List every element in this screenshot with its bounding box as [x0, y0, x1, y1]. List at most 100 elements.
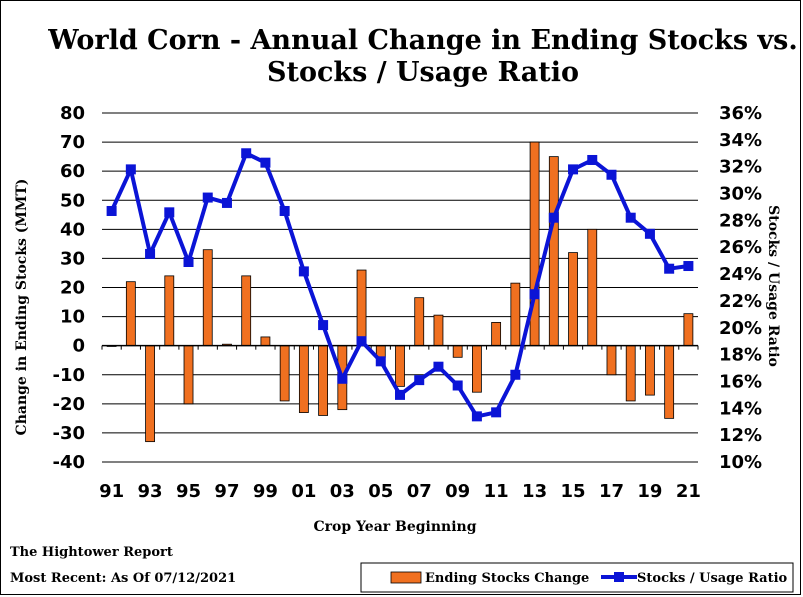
y-tick-right: 30%: [719, 184, 762, 205]
x-tick-label: 07: [407, 481, 432, 502]
line-marker-96: [202, 192, 213, 203]
y-tick-left: -20: [52, 394, 85, 415]
legend: Ending Stocks Change Stocks / Usage Rati…: [360, 562, 794, 593]
y-tick-right: 22%: [719, 291, 762, 312]
y-tick-right: 26%: [719, 237, 762, 258]
x-axis-ticks: 91 93 95 97 99 01 03 05 07 09 11 13 15 17 19 21: [99, 481, 701, 502]
legend-bar-swatch: [390, 571, 422, 584]
line-marker-16: [587, 154, 598, 165]
legend-box: [360, 562, 794, 593]
line-marker-17: [606, 169, 617, 180]
y-tick-left: 70: [60, 132, 85, 153]
x-tick-label: 13: [522, 481, 547, 502]
y-tick-right: 20%: [719, 318, 762, 339]
line-marker-12: [510, 369, 521, 380]
line-marker-06: [395, 389, 405, 400]
line-marker-13: [529, 289, 540, 300]
bar-95: [183, 345, 194, 405]
line-marker-20: [664, 263, 675, 274]
x-tick-label: 01: [291, 481, 316, 502]
y-tick-right: 10%: [719, 452, 762, 473]
bar-18: [625, 345, 636, 402]
legend-bar-label: Ending Stocks Change: [425, 571, 589, 586]
line-marker-11: [491, 407, 502, 418]
bar-96: [202, 249, 213, 347]
bar-21: [683, 313, 694, 347]
y-tick-right: 16%: [719, 371, 762, 392]
line-marker-98: [241, 148, 252, 159]
line-marker-93: [145, 248, 156, 259]
y-tick-left: -10: [52, 365, 85, 386]
x-tick-label: 15: [561, 481, 586, 502]
line-marker-21: [683, 261, 694, 272]
y-tick-right: 28%: [719, 210, 762, 231]
x-tick-label: 95: [176, 481, 201, 502]
x-tick-label: 21: [676, 481, 701, 502]
line-series: [106, 148, 694, 422]
bar-11: [491, 321, 502, 347]
chart-title-line2: Stocks / Usage Ratio: [267, 57, 579, 88]
right-axis-ticks: 36% 34% 32% 30% 28% 26% 24% 22% 20% 18% 16% 14% 12% 1…: [719, 103, 762, 473]
x-axis-label: Crop Year Beginning: [313, 519, 476, 535]
bar-10: [472, 345, 482, 393]
line-marker-10: [471, 411, 482, 422]
y-tick-left: 40: [60, 219, 85, 240]
bar-19: [645, 345, 655, 396]
line-marker-94: [164, 207, 175, 218]
line-marker-00: [279, 205, 290, 216]
bar-14: [548, 156, 559, 347]
line-marker-19: [644, 228, 655, 239]
x-tick-label: 03: [330, 481, 355, 502]
line-marker-02: [318, 320, 329, 331]
bar-15: [568, 252, 578, 347]
x-tick-label: 97: [214, 481, 239, 502]
y-tick-left: 30: [60, 248, 85, 269]
y-axis-label-right: Stocks / Usage Ratio: [765, 205, 781, 367]
x-tick-label: 09: [445, 481, 470, 502]
y-tick-right: 14%: [719, 398, 762, 419]
footer-recent: Most Recent: As Of 07/12/2021: [10, 571, 236, 586]
line-marker-92: [125, 164, 136, 175]
line-marker-07: [414, 375, 425, 386]
line-marker-97: [221, 197, 232, 208]
line-marker-05: [375, 356, 386, 367]
bar-98: [241, 275, 252, 347]
x-tick-label: 05: [368, 481, 393, 502]
bar-99: [260, 336, 271, 347]
bar-04: [356, 269, 367, 347]
y-tick-right: 24%: [719, 264, 762, 285]
x-tick-label: 11: [484, 481, 509, 502]
x-tick-label: 99: [253, 481, 278, 502]
bar-92: [125, 281, 136, 347]
x-tick-label: 91: [99, 481, 124, 502]
line-marker-08: [433, 361, 444, 372]
chart-title-line1: World Corn - Annual Change in Ending Sto…: [47, 25, 798, 56]
legend-line-marker: [614, 572, 624, 582]
line-marker-95: [183, 256, 194, 267]
legend-line-label: Stocks / Usage Ratio: [637, 571, 788, 586]
bar-93: [145, 345, 155, 443]
y-tick-right: 18%: [719, 345, 762, 366]
bar-06: [395, 345, 405, 387]
y-tick-right: 36%: [719, 103, 762, 124]
bar-09: [452, 345, 463, 358]
line-marker-91: [106, 205, 117, 216]
line-marker-99: [260, 157, 271, 168]
zero-axis: [101, 344, 699, 350]
left-axis-ticks: 80 70 60 50 40 30 20 10 0 -10 -20 -30 -40: [52, 103, 85, 473]
y-tick-left: -40: [52, 452, 85, 473]
bar-08: [433, 314, 444, 347]
y-tick-left: 0: [72, 336, 85, 357]
bar-94: [164, 275, 175, 347]
bar-07: [414, 297, 425, 347]
x-tick-label: 19: [637, 481, 662, 502]
x-tick-label: 17: [599, 481, 624, 502]
bar-12: [510, 282, 521, 347]
line-marker-01: [298, 266, 309, 277]
y-tick-left: 50: [60, 190, 85, 211]
y-tick-left: 20: [60, 278, 85, 299]
x-tick-label: 93: [138, 481, 163, 502]
y-tick-right: 34%: [719, 130, 762, 151]
